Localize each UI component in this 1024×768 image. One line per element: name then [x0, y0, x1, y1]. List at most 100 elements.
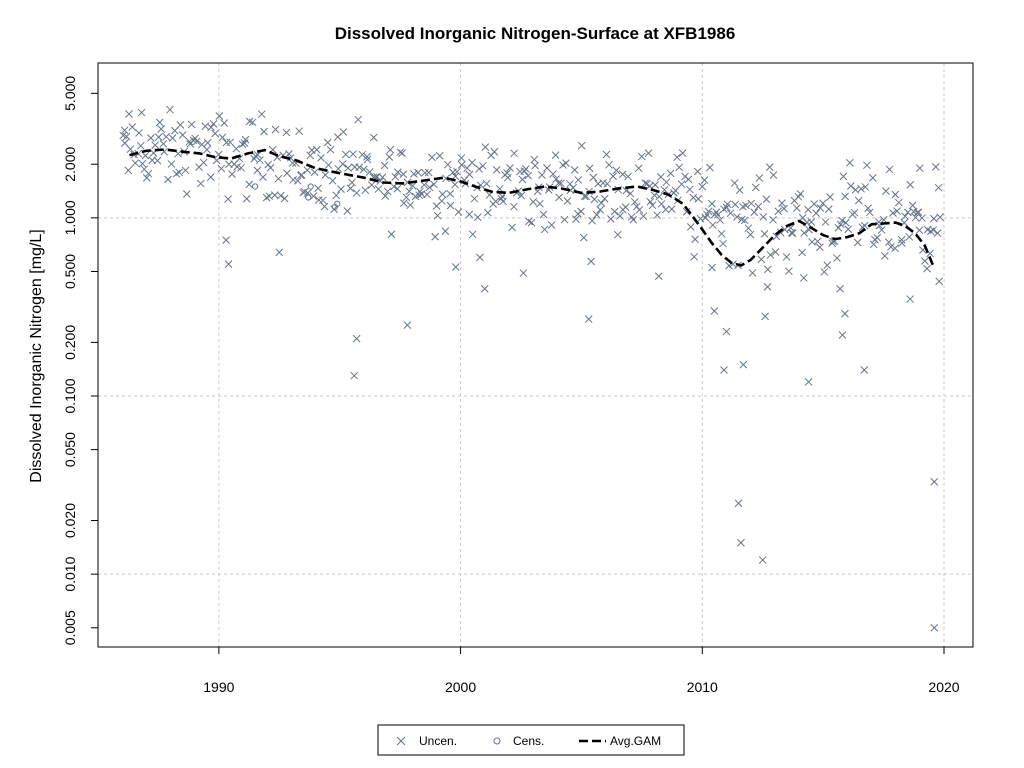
data-point [438, 190, 447, 199]
data-point [490, 147, 499, 156]
data-point [747, 199, 756, 208]
data-point [737, 538, 745, 547]
data-point [823, 261, 832, 270]
x-tick-label: 2010 [687, 679, 718, 695]
data-point [122, 132, 131, 141]
data-point [816, 204, 825, 212]
data-point [527, 218, 536, 227]
data-point [428, 153, 436, 162]
data-point [344, 164, 352, 172]
data-point [354, 115, 363, 124]
data-point [393, 168, 402, 176]
data-point [700, 176, 709, 184]
data-point [841, 192, 849, 201]
y-axis-label: Dissolved Inorganic Nitrogen [mg/L] [28, 229, 45, 482]
data-point [352, 334, 361, 343]
data-point [248, 118, 257, 127]
y-tick-label: 0.050 [62, 432, 78, 467]
data-point [650, 191, 659, 200]
data-point [402, 193, 411, 202]
data-point [577, 141, 586, 150]
data-point [877, 226, 886, 234]
data-point [574, 176, 583, 184]
data-point [224, 260, 233, 268]
data-point [405, 187, 414, 196]
data-point [920, 257, 929, 265]
data-point [868, 174, 877, 182]
data-point [898, 239, 906, 247]
data-point [226, 138, 235, 147]
data-point [414, 168, 422, 177]
data-point [765, 163, 774, 171]
data-point [253, 150, 262, 159]
data-point [585, 164, 594, 173]
data-point [733, 213, 741, 221]
data-point [352, 189, 361, 197]
data-point [274, 174, 283, 183]
data-point [378, 173, 387, 182]
y-tick-label: 0.200 [62, 325, 78, 360]
data-point [437, 197, 446, 205]
data-point [386, 145, 395, 154]
data-point [563, 197, 572, 205]
data-point [242, 194, 251, 203]
data-point [306, 151, 315, 160]
data-point [387, 230, 396, 239]
data-point [744, 224, 753, 233]
data-point [562, 159, 570, 167]
data-point [491, 197, 500, 206]
data-point [891, 190, 900, 199]
data-point [321, 171, 330, 179]
data-point [720, 366, 728, 374]
data-point [141, 151, 150, 160]
data-point [167, 160, 176, 168]
data-point [385, 153, 394, 161]
data-point [266, 163, 275, 172]
data-point [689, 193, 698, 202]
data-point [318, 196, 327, 205]
data-point [706, 163, 714, 172]
data-point [771, 248, 780, 256]
data-point [185, 137, 194, 146]
data-point [543, 164, 551, 172]
data-point [124, 166, 133, 175]
y-tick-label: 0.020 [62, 503, 78, 538]
data-point [763, 265, 772, 274]
data-point [228, 170, 236, 179]
data-point [607, 215, 615, 223]
data-point [810, 200, 819, 208]
data-point [612, 166, 621, 175]
censored-point [305, 194, 312, 201]
data-point [517, 191, 526, 200]
data-point [522, 165, 530, 173]
data-point [446, 189, 455, 198]
data-point [475, 165, 484, 173]
data-point [468, 158, 476, 167]
data-point [885, 165, 894, 174]
data-point [166, 105, 174, 114]
data-point [590, 195, 599, 204]
data-point [841, 218, 850, 227]
legend-uncensored-label: Uncen. [419, 734, 457, 748]
data-point [637, 152, 646, 161]
data-point [209, 119, 218, 128]
data-point [691, 235, 699, 244]
data-point [350, 371, 359, 380]
data-point [154, 133, 163, 141]
data-point [538, 171, 546, 179]
data-point [465, 210, 474, 219]
data-point [224, 195, 232, 203]
data-point [813, 237, 822, 246]
data-point [157, 125, 166, 133]
data-point [887, 243, 895, 251]
data-point [704, 207, 713, 216]
data-point [646, 197, 655, 206]
data-point [355, 163, 364, 172]
data-point [641, 179, 650, 187]
data-point [400, 199, 408, 208]
data-point [260, 127, 268, 136]
data-point [403, 321, 412, 329]
data-point [396, 148, 405, 157]
data-point [857, 184, 865, 193]
